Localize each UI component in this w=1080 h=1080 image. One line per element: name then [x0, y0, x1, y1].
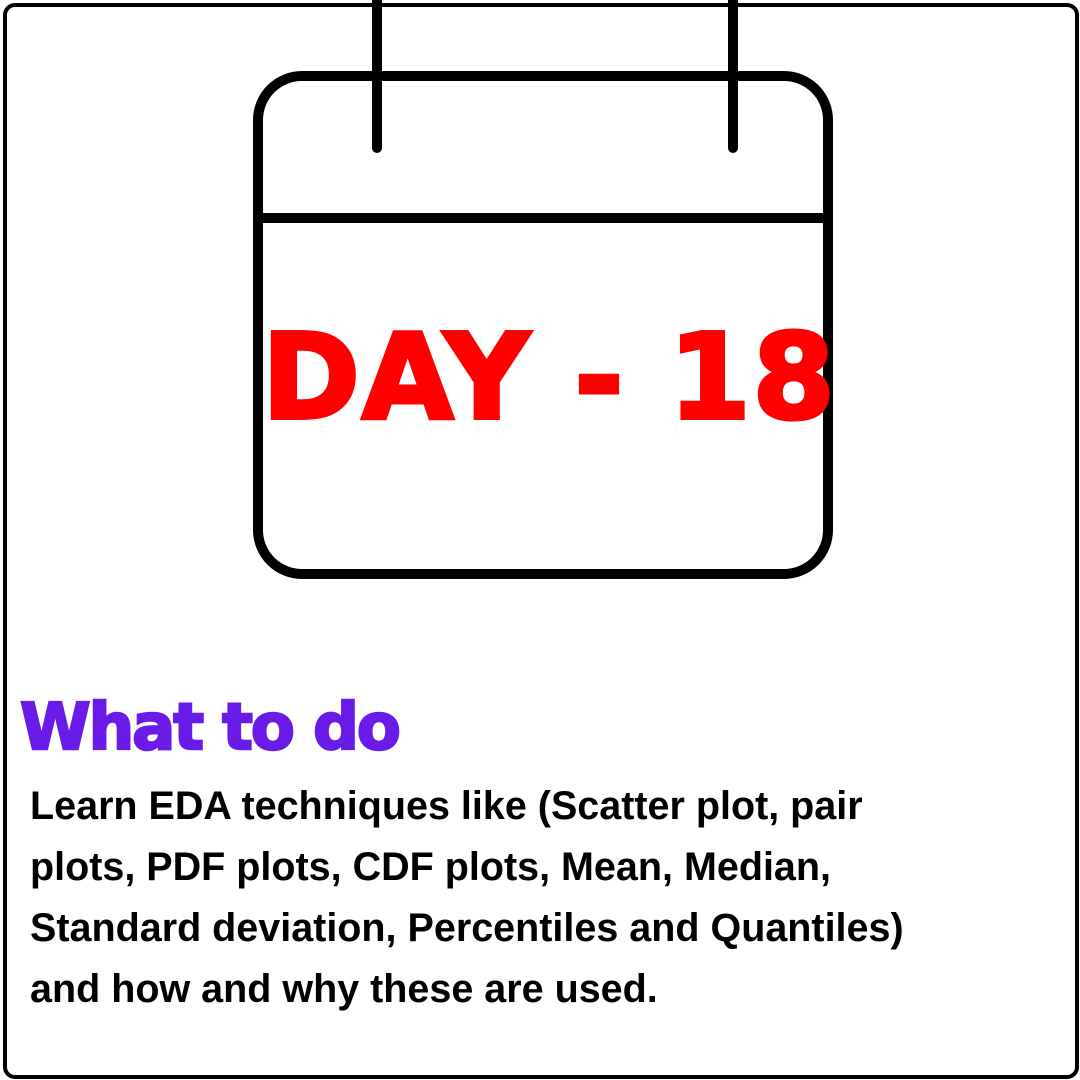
calendar-icon — [253, 0, 833, 579]
day-label: DAY - 18 — [260, 308, 837, 446]
section-heading: What to do — [19, 691, 402, 765]
calendar-body — [253, 71, 833, 579]
description-line: plots, PDF plots, CDF plots, Mean, Media… — [30, 845, 831, 889]
description-line: and how and why these are used. — [30, 967, 658, 1011]
description-line: Learn EDA techniques like (Scatter plot,… — [30, 784, 863, 828]
section-description: Learn EDA techniques like (Scatter plot,… — [30, 776, 1040, 1020]
description-line: Standard deviation, Percentiles and Quan… — [30, 906, 904, 950]
